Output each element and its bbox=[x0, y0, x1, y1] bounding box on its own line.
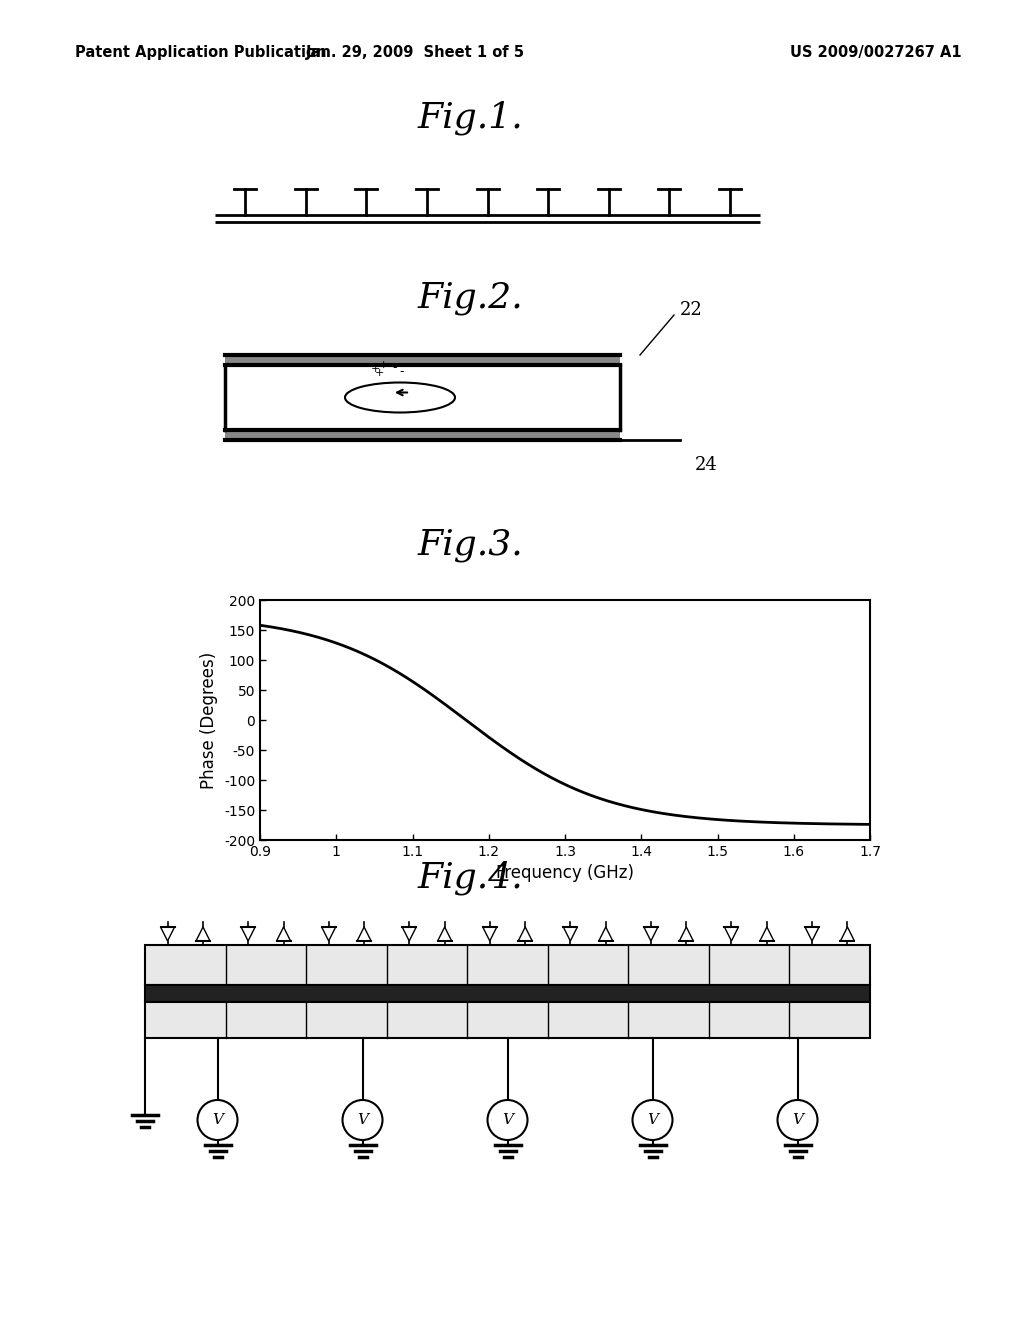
Text: +: + bbox=[375, 368, 384, 378]
Circle shape bbox=[487, 1100, 527, 1140]
Text: Fig.4.: Fig.4. bbox=[417, 861, 523, 895]
Circle shape bbox=[342, 1100, 383, 1140]
Text: V: V bbox=[212, 1113, 223, 1127]
Polygon shape bbox=[402, 927, 416, 941]
Y-axis label: Phase (Degrees): Phase (Degrees) bbox=[201, 651, 218, 788]
Polygon shape bbox=[241, 927, 255, 941]
Bar bbox=[225, 430, 620, 440]
Polygon shape bbox=[841, 927, 854, 941]
Polygon shape bbox=[805, 927, 819, 941]
Polygon shape bbox=[518, 927, 532, 941]
Polygon shape bbox=[599, 927, 612, 941]
Circle shape bbox=[198, 1100, 238, 1140]
Text: V: V bbox=[357, 1113, 368, 1127]
Text: V: V bbox=[792, 1113, 803, 1127]
Text: +: + bbox=[371, 364, 380, 374]
Text: Patent Application Publication: Patent Application Publication bbox=[75, 45, 327, 59]
Text: Fig.2.: Fig.2. bbox=[417, 281, 523, 315]
X-axis label: Frequency (GHz): Frequency (GHz) bbox=[496, 865, 634, 882]
Polygon shape bbox=[563, 927, 578, 941]
Polygon shape bbox=[679, 927, 693, 941]
Polygon shape bbox=[724, 927, 738, 941]
Bar bbox=[225, 355, 620, 366]
Text: -: - bbox=[397, 358, 402, 371]
Ellipse shape bbox=[345, 383, 455, 412]
Polygon shape bbox=[276, 927, 291, 941]
Text: +: + bbox=[378, 360, 388, 370]
Circle shape bbox=[777, 1100, 817, 1140]
Polygon shape bbox=[196, 927, 210, 941]
Bar bbox=[145, 985, 870, 1002]
Polygon shape bbox=[644, 927, 657, 941]
Polygon shape bbox=[161, 927, 174, 941]
Text: V: V bbox=[647, 1113, 658, 1127]
Text: -: - bbox=[393, 362, 397, 375]
Text: 24: 24 bbox=[695, 455, 718, 474]
Text: Fig.1.: Fig.1. bbox=[417, 100, 523, 135]
Text: US 2009/0027267 A1: US 2009/0027267 A1 bbox=[790, 45, 962, 59]
Polygon shape bbox=[482, 927, 497, 941]
Polygon shape bbox=[437, 927, 452, 941]
Circle shape bbox=[633, 1100, 673, 1140]
Text: 22: 22 bbox=[680, 301, 702, 319]
Text: Fig.3.: Fig.3. bbox=[417, 528, 523, 562]
Text: Jan. 29, 2009  Sheet 1 of 5: Jan. 29, 2009 Sheet 1 of 5 bbox=[305, 45, 524, 59]
Polygon shape bbox=[357, 927, 371, 941]
Bar bbox=[145, 1002, 870, 1038]
Text: V: V bbox=[502, 1113, 513, 1127]
Polygon shape bbox=[760, 927, 774, 941]
Polygon shape bbox=[322, 927, 336, 941]
Text: -: - bbox=[399, 366, 404, 379]
Bar bbox=[145, 945, 870, 985]
